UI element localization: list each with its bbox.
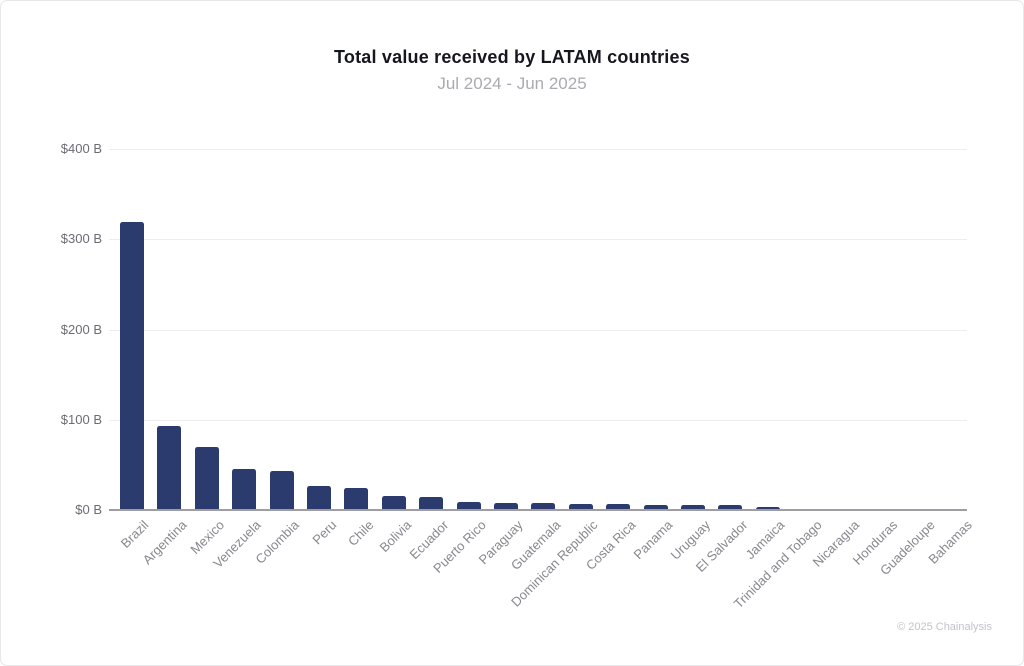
bar-paraguay (494, 502, 518, 510)
y-axis-tick-label: $400 B (60, 141, 102, 156)
y-axis-tick-label: $300 B (60, 231, 102, 247)
bar-dominican-republic (568, 503, 593, 510)
bar-panama (643, 504, 668, 510)
gridline (109, 419, 967, 421)
bar-jamaica (755, 507, 780, 510)
bar-costa-rica (606, 504, 631, 510)
bar-bolivia (381, 496, 406, 510)
y-axis-tick-label: $0 B (75, 502, 102, 517)
chart-subtitle: Jul 2024 - Jun 2025 (437, 74, 587, 93)
x-axis-label-panama: Panama (630, 517, 676, 563)
bar-brazil (120, 222, 144, 510)
gridline (109, 239, 967, 241)
bar-chile (344, 488, 369, 510)
x-axis-label-chile: Chile (344, 517, 377, 549)
bar-peru (307, 485, 331, 510)
bar-argentina (157, 426, 182, 510)
y-axis-tick-label: $200 B (60, 321, 102, 337)
gridline (109, 149, 967, 150)
bar-puerto-rico (456, 501, 481, 510)
chart-title: Total value received by LATAM countries (334, 47, 690, 67)
bar-guatemala (531, 503, 556, 510)
gridline (109, 329, 967, 331)
bar-mexico (194, 446, 219, 510)
bar-uruguay (681, 505, 705, 510)
bar-venezuela (232, 469, 257, 510)
bar-colombia (269, 471, 294, 510)
bar-el-salvador (718, 505, 743, 510)
x-axis-label-peru: Peru (308, 517, 339, 548)
y-axis-tick-label: $100 B (60, 411, 102, 427)
x-axis-label-brazil: Brazil (118, 517, 152, 551)
copyright-attribution: © 2025 Chainalysis (897, 621, 992, 633)
x-axis-baseline (109, 509, 967, 511)
bar-ecuador (419, 497, 444, 510)
